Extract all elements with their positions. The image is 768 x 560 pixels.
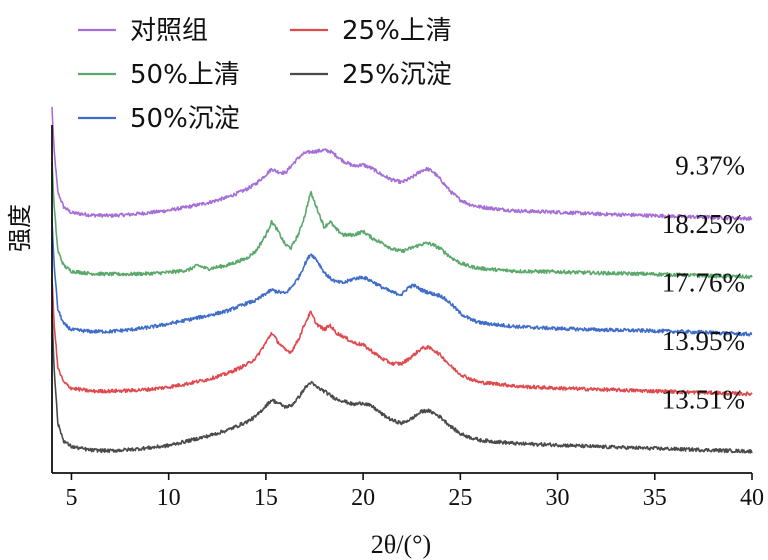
- series-line-4: [51, 278, 753, 397]
- series-line-3: [51, 218, 753, 337]
- x-tick-label-30: 30: [546, 485, 570, 511]
- legend-label-3: 50%沉淀: [130, 104, 240, 134]
- legend-label-2: 50%上清: [130, 60, 240, 90]
- x-tick-label-15: 15: [254, 485, 278, 511]
- legend-item-1: 对照组: [78, 16, 208, 46]
- x-tick-label-40: 40: [740, 485, 764, 511]
- x-axis-title: 2θ/(°): [371, 530, 431, 559]
- legend-label-1: 对照组: [130, 16, 208, 46]
- crystallinity-label-2: 18.25%: [662, 209, 745, 239]
- series-line-1: [51, 106, 753, 222]
- crystallinity-labels: 9.37% 18.25% 17.76% 13.95% 13.51%: [662, 150, 745, 414]
- y-axis-title: 强度: [6, 204, 34, 252]
- crystallinity-label-1: 9.37%: [675, 150, 745, 180]
- x-tick-label-20: 20: [351, 485, 375, 511]
- series-line-5: [51, 312, 753, 454]
- x-tick-label-35: 35: [643, 485, 667, 511]
- x-tick-label-5: 5: [65, 485, 77, 511]
- x-tick-label-10: 10: [157, 485, 181, 511]
- axes: 5 10 15 20 25 30 35 40: [51, 125, 764, 511]
- legend-item-3: 50%沉淀: [78, 104, 240, 134]
- x-tick-label-25: 25: [448, 485, 472, 511]
- legend-item-2: 50%上清: [78, 60, 240, 90]
- series-line-2: [51, 161, 753, 280]
- crystallinity-label-4: 13.95%: [662, 326, 745, 356]
- legend-item-5: 25%沉淀: [290, 60, 452, 90]
- legend: 对照组 50%上清 50%沉淀 25%上清 25%沉淀: [78, 16, 452, 134]
- crystallinity-label-5: 13.51%: [662, 384, 745, 414]
- legend-label-4: 25%上清: [342, 16, 452, 46]
- plot-area: [51, 106, 753, 454]
- legend-label-5: 25%沉淀: [342, 60, 452, 90]
- crystallinity-label-3: 17.76%: [662, 267, 745, 297]
- legend-item-4: 25%上清: [290, 16, 452, 46]
